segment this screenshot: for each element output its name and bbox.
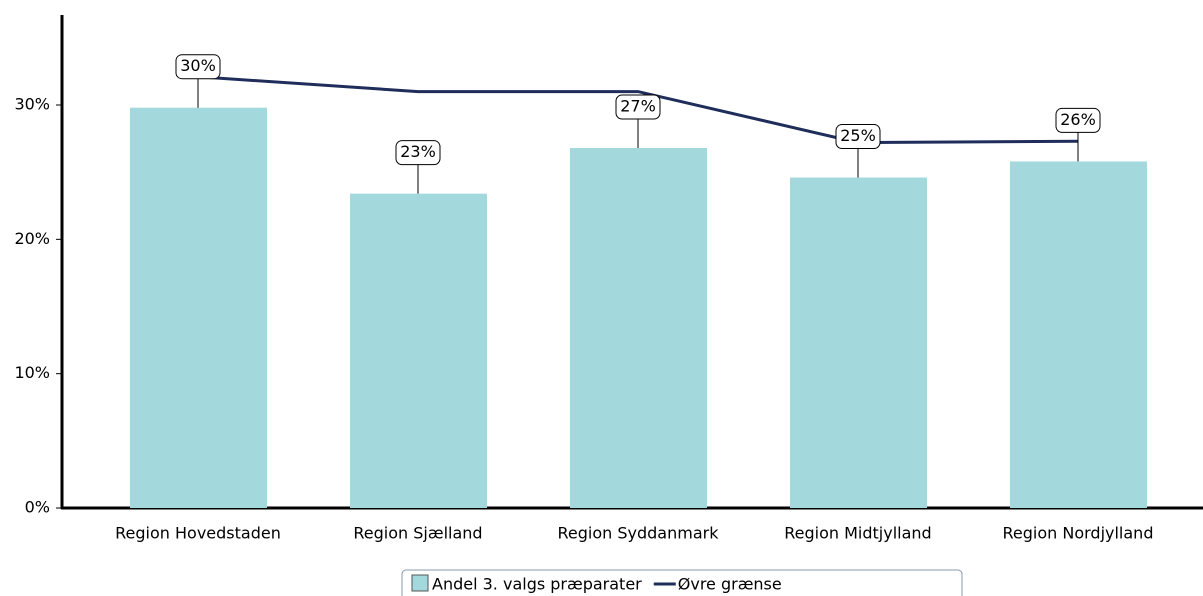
label-box xyxy=(615,94,661,120)
x-tick-label: Region Nordjylland xyxy=(1003,524,1154,543)
bar xyxy=(130,107,267,508)
data-label: 26% xyxy=(1060,110,1096,129)
legend-label: Øvre grænse xyxy=(678,575,782,594)
line xyxy=(197,75,1079,145)
data-label: 25% xyxy=(840,126,876,145)
label-box xyxy=(395,140,441,166)
bar xyxy=(350,193,487,509)
bar xyxy=(790,177,927,508)
label-box xyxy=(835,124,881,150)
bar xyxy=(1010,161,1147,508)
bar xyxy=(570,147,707,508)
x-tick-label: Region Hovedstaden xyxy=(115,524,281,543)
x-tick-label: Region Sjælland xyxy=(353,524,482,543)
y-tick-label: 10% xyxy=(14,363,50,382)
label-box xyxy=(175,54,221,80)
data-label: 23% xyxy=(400,142,436,161)
legend xyxy=(401,569,963,596)
data-label: 30% xyxy=(180,56,216,75)
label-box xyxy=(1055,107,1101,133)
legend-swatch xyxy=(411,574,429,592)
data-label: 27% xyxy=(620,96,656,115)
x-tick-label: Region Syddanmark xyxy=(558,524,720,543)
y-tick-label: 30% xyxy=(14,95,50,114)
y-tick-label: 20% xyxy=(14,229,50,248)
x-tick-label: Region Midtjylland xyxy=(784,524,931,543)
legend-label: Andel 3. valgs præparater xyxy=(432,575,642,594)
y-tick-label: 0% xyxy=(25,498,50,517)
